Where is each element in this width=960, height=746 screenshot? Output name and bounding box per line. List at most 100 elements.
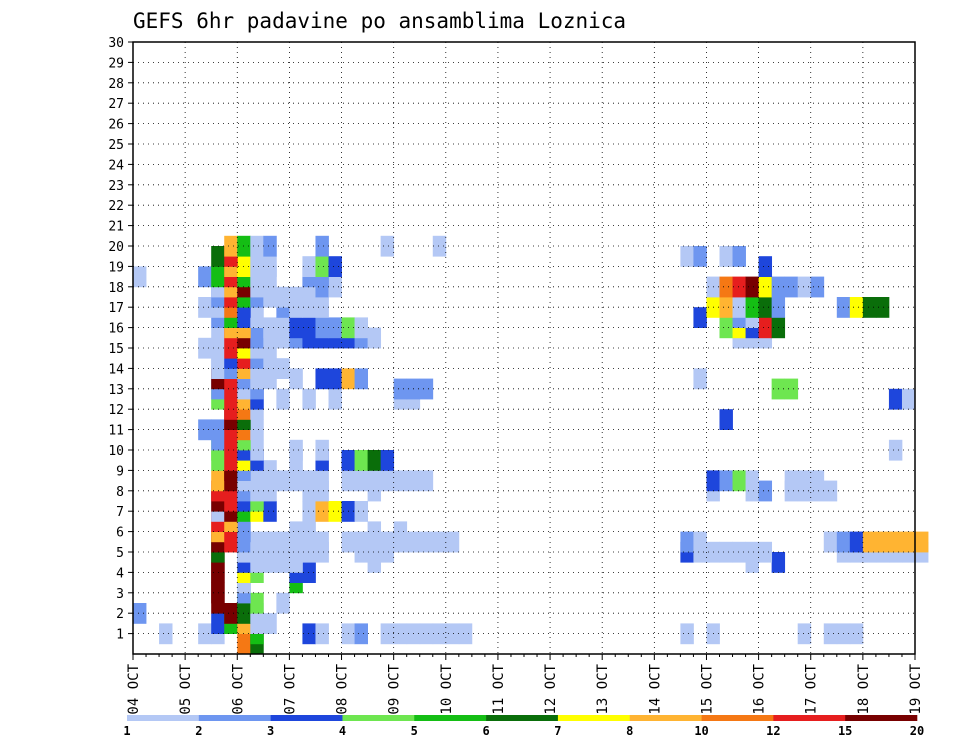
x-tick-label: 13 OCT xyxy=(595,663,611,714)
chart-title: GEFS 6hr padavine po ansamblima Loznica xyxy=(133,9,626,33)
y-tick-label: 2 xyxy=(116,607,124,622)
y-tick-label: 24 xyxy=(108,158,124,173)
heatmap-cell xyxy=(771,552,786,573)
heatmap-cell xyxy=(888,531,903,553)
colorbar-swatch xyxy=(127,715,200,721)
heatmap-cell xyxy=(810,470,825,492)
x-tick-label: 12 OCT xyxy=(543,663,559,714)
heatmap-cell xyxy=(250,256,264,277)
y-tick-label: 7 xyxy=(116,505,124,520)
x-axis: 04 OCT 05 OCT 06 OCT 07 OCT 08 OCT 09 OCT 10 O… xyxy=(126,654,924,715)
colorbar-label: 7 xyxy=(554,724,561,738)
heatmap-cell xyxy=(328,276,342,298)
y-tick-label: 15 xyxy=(108,342,124,357)
heatmap-cell xyxy=(211,327,225,349)
heatmap-cell xyxy=(797,623,812,645)
heatmap-cell xyxy=(263,235,277,257)
heatmap-cell xyxy=(784,276,799,298)
heatmap-cell xyxy=(302,521,316,543)
heatmap-cell xyxy=(758,297,773,318)
heatmap-cell xyxy=(719,470,733,492)
heatmap-cell xyxy=(276,286,290,308)
x-tick-label: 06 OCT xyxy=(230,663,246,714)
y-tick-label: 23 xyxy=(108,179,124,194)
heatmap-cell xyxy=(315,297,329,318)
heatmap-cell xyxy=(693,368,707,390)
heatmap-cell xyxy=(706,470,720,492)
heatmap-cell xyxy=(224,235,238,257)
y-tick-label: 13 xyxy=(108,383,124,398)
heatmap-cell xyxy=(276,470,290,492)
y-tick-label: 6 xyxy=(116,526,124,541)
heatmap-cell xyxy=(367,450,382,471)
colorbar-swatch xyxy=(270,715,343,721)
heatmap-cell xyxy=(901,388,916,410)
heatmap-cell xyxy=(211,246,225,267)
x-tick-label: 10 OCT xyxy=(439,663,455,714)
heatmap-cell xyxy=(315,531,329,553)
heatmap-cell xyxy=(328,256,342,277)
heatmap-cell xyxy=(680,246,694,267)
heatmap-cell xyxy=(406,531,421,553)
heatmap-cells xyxy=(133,235,929,655)
x-tick-label: 11 OCT xyxy=(491,663,507,714)
x-tick-label: 19 OCT xyxy=(908,663,924,714)
heatmap-cell xyxy=(393,521,408,543)
heatmap-cell xyxy=(211,266,225,288)
heatmap-cell xyxy=(250,592,264,614)
y-tick-label: 1 xyxy=(116,628,124,643)
x-tick-label: 05 OCT xyxy=(178,663,194,714)
heatmap-cell xyxy=(732,541,746,563)
colorbar-swatch xyxy=(629,715,702,721)
heatmap-cell xyxy=(823,623,838,645)
y-tick-label: 10 xyxy=(108,444,124,459)
heatmap-cell xyxy=(315,317,329,339)
colorbar-label: 12 xyxy=(766,724,780,738)
heatmap-cell xyxy=(198,297,212,318)
colorbar-label: 20 xyxy=(910,724,924,738)
heatmap-cell xyxy=(875,297,890,318)
heatmap-cell xyxy=(263,460,277,481)
heatmap-cell xyxy=(315,368,329,390)
x-tick-label: 15 OCT xyxy=(699,663,715,714)
heatmap-cell xyxy=(198,337,212,359)
heatmap-cell xyxy=(315,235,329,257)
y-tick-label: 3 xyxy=(116,587,124,602)
heatmap-cell xyxy=(302,317,316,339)
x-tick-label: 04 OCT xyxy=(126,663,142,714)
heatmap-cell xyxy=(328,501,342,522)
y-tick-label: 28 xyxy=(108,77,124,92)
heatmap-cell xyxy=(836,531,851,553)
y-tick-label: 19 xyxy=(108,260,124,275)
heatmap-cell xyxy=(289,521,303,543)
y-tick-label: 18 xyxy=(108,281,124,296)
x-tick-label: 08 OCT xyxy=(335,663,351,714)
heatmap-cell xyxy=(328,317,342,339)
heatmap-cell xyxy=(445,623,460,645)
heatmap-cell xyxy=(380,235,395,257)
heatmap-cell xyxy=(250,307,264,328)
heatmap-cell xyxy=(198,623,212,645)
heatmap-cell xyxy=(315,623,329,645)
heatmap-cell xyxy=(758,480,773,502)
y-tick-label: 9 xyxy=(116,464,124,479)
y-tick-label: 5 xyxy=(116,546,124,561)
heatmap-cell xyxy=(823,480,838,502)
heatmap-cell xyxy=(289,470,303,492)
heatmap-cell xyxy=(289,439,303,461)
heatmap-cell xyxy=(276,388,290,410)
heatmap-cell xyxy=(758,256,773,277)
y-tick-label: 14 xyxy=(108,362,124,377)
heatmap-cell xyxy=(354,317,368,339)
y-tick-label: 22 xyxy=(108,199,124,214)
y-tick-label: 30 xyxy=(108,36,124,51)
heatmap-cell xyxy=(693,307,707,328)
colorbar-label: 10 xyxy=(694,724,708,738)
heatmap-cell xyxy=(263,286,277,308)
heatmap-cell xyxy=(315,439,329,461)
heatmap-cell xyxy=(445,531,460,553)
heatmap-cell xyxy=(211,470,225,492)
heatmap-cell xyxy=(354,470,368,492)
x-tick-label: 14 OCT xyxy=(647,663,663,714)
